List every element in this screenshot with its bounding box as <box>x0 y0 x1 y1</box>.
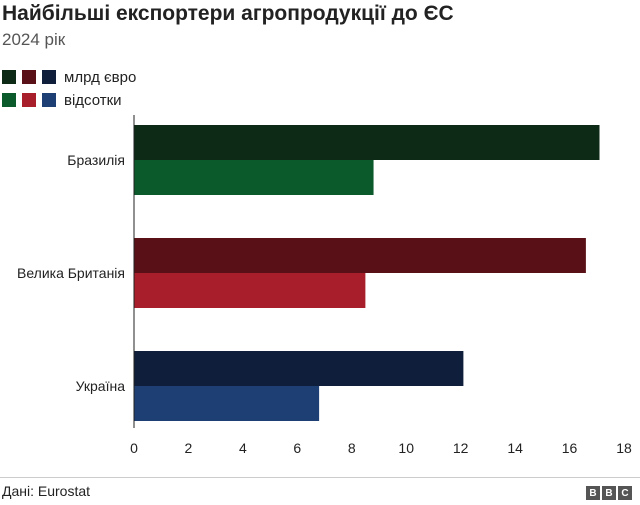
source-note: Дані: Eurostat <box>2 483 91 499</box>
legend-row-percent: відсотки <box>2 91 122 109</box>
x-tick-label: 18 <box>616 440 632 456</box>
x-tick-label: 4 <box>239 440 247 456</box>
legend-row-billion-euro: млрд євро <box>2 68 137 86</box>
bar-brazil-percent <box>134 160 374 195</box>
bar-ukraine-percent <box>134 386 320 421</box>
legend-label-percent: відсотки <box>64 91 122 109</box>
bar-brazil-billion-euro <box>134 125 600 160</box>
x-tick-label: 14 <box>507 440 523 456</box>
category-label-ukraine: Україна <box>76 378 126 394</box>
legend-swatch-ukraine-billion <box>42 70 56 84</box>
bbc-logo: B B C <box>586 486 632 500</box>
x-tick-label: 8 <box>348 440 356 456</box>
footer-divider <box>0 477 640 478</box>
bbc-logo-letter: B <box>602 486 616 500</box>
x-tick-label: 0 <box>130 440 138 456</box>
x-tick-label: 6 <box>293 440 301 456</box>
bar-uk-percent <box>134 273 366 308</box>
chart-title: Найбільші експортери агропродукції до ЄС <box>2 2 454 25</box>
x-tick-label: 10 <box>398 440 414 456</box>
bar-chart: Бразилія Велика Британія Україна 0 2 4 6 8 10 12 1… <box>17 115 632 456</box>
legend-swatch-uk-billion <box>22 70 36 84</box>
x-tick-label: 12 <box>453 440 469 456</box>
legend-swatch-ukraine-percent <box>42 93 56 107</box>
legend-swatch-brazil-percent <box>2 93 16 107</box>
x-tick-label: 16 <box>562 440 578 456</box>
bar-uk-billion-euro <box>134 238 586 273</box>
bar-ukraine-billion-euro <box>134 351 464 386</box>
legend-swatch-uk-percent <box>22 93 36 107</box>
legend-label-billion-euro: млрд євро <box>64 68 137 86</box>
category-label-uk: Велика Британія <box>17 265 125 281</box>
category-label-brazil: Бразилія <box>67 152 125 168</box>
legend-swatch-brazil-billion <box>2 70 16 84</box>
x-tick-label: 2 <box>185 440 193 456</box>
bbc-logo-letter: B <box>586 486 600 500</box>
chart-subtitle: 2024 рік <box>2 30 66 49</box>
bbc-logo-letter: C <box>618 486 632 500</box>
